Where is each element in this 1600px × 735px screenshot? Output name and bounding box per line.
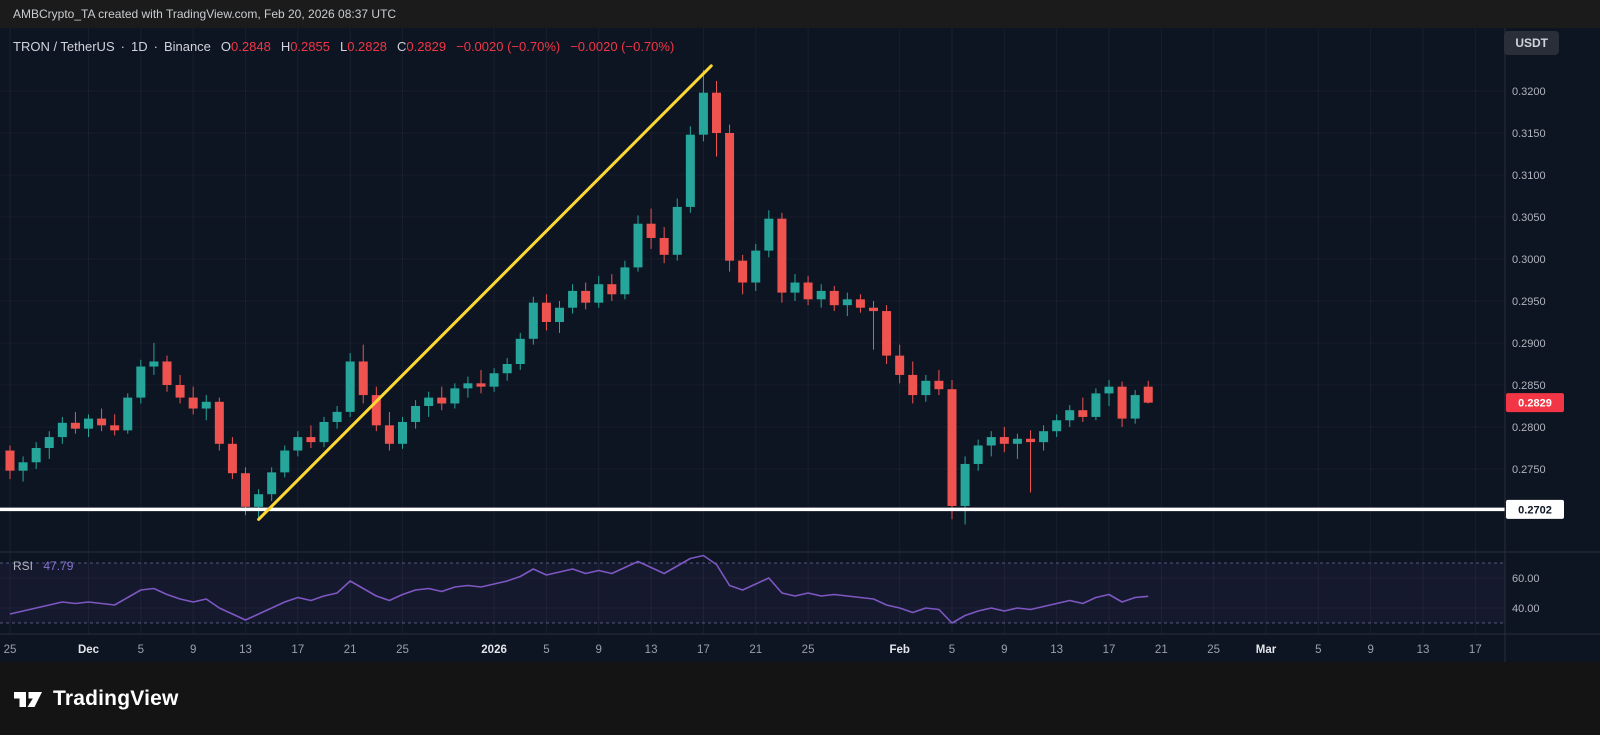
svg-text:21: 21 (749, 644, 762, 656)
chart-area[interactable]: 0.3200 0.3150 0.3100 0.3050 0.3000 0.2950 0.29… (0, 28, 1600, 662)
svg-text:0.2950: 0.2950 (1512, 296, 1546, 308)
svg-text:0.2850: 0.2850 (1512, 380, 1546, 392)
attribution-bar: AMBCrypto_TA created with TradingView.co… (0, 0, 1600, 28)
svg-text:0.3000: 0.3000 (1512, 254, 1546, 266)
svg-text:5: 5 (949, 644, 955, 656)
exchange-label: Binance (163, 39, 211, 54)
svg-text:2026: 2026 (481, 644, 507, 656)
close-readout: C0.2829 (396, 39, 447, 54)
interval-label[interactable]: 1D (130, 39, 148, 54)
svg-text:Dec: Dec (78, 644, 100, 656)
svg-text:25: 25 (1207, 644, 1220, 656)
svg-text:Mar: Mar (1256, 644, 1277, 656)
svg-text:9: 9 (190, 644, 196, 656)
svg-text:0.3200: 0.3200 (1512, 86, 1546, 98)
svg-text:17: 17 (1103, 644, 1116, 656)
svg-text:17: 17 (697, 644, 710, 656)
svg-text:0.2900: 0.2900 (1512, 338, 1546, 350)
rsi-indicator-label[interactable]: RSI (13, 559, 34, 573)
attribution-text: AMBCrypto_TA created with TradingView.co… (13, 7, 397, 21)
chart-grid (0, 28, 1505, 634)
svg-text:17: 17 (291, 644, 304, 656)
symbol-legend[interactable]: TRON / TetherUS · 1D · Binance O0.2848 H… (13, 39, 674, 54)
candlestick-series[interactable] (5, 70, 1153, 525)
rsi-value: 47.79 (43, 559, 74, 573)
svg-text:40.00: 40.00 (1512, 603, 1540, 615)
svg-text:0.2750: 0.2750 (1512, 464, 1546, 476)
svg-text:0.2702: 0.2702 (1518, 504, 1552, 516)
svg-text:21: 21 (1155, 644, 1168, 656)
trendline-drawing[interactable] (257, 64, 713, 521)
svg-text:Feb: Feb (889, 644, 909, 656)
pane-separators (0, 28, 1600, 662)
svg-text:0.2829: 0.2829 (1518, 398, 1552, 410)
tradingview-brand-text[interactable]: TradingView (53, 686, 179, 710)
candlestick-chart[interactable]: 0.3200 0.3150 0.3100 0.3050 0.3000 0.2950 0.29… (0, 28, 1600, 662)
svg-text:13: 13 (1050, 644, 1063, 656)
svg-text:60.00: 60.00 (1512, 573, 1540, 585)
legend-separator: · (153, 39, 158, 54)
svg-text:25: 25 (802, 644, 815, 656)
currency-toggle-button[interactable]: USDT (1504, 31, 1559, 55)
svg-text:21: 21 (344, 644, 357, 656)
price-axis-badges: 0.2829 0.2702 (1506, 393, 1564, 519)
support-price-badge: 0.2702 (1506, 499, 1564, 519)
footer-bar: TradingView (0, 662, 1600, 735)
svg-text:5: 5 (543, 644, 549, 656)
svg-text:0.2800: 0.2800 (1512, 422, 1546, 434)
svg-text:9: 9 (1367, 644, 1373, 656)
rsi-line (9, 554, 1149, 624)
high-readout: H0.2855 (280, 39, 330, 54)
svg-text:5: 5 (138, 644, 144, 656)
svg-text:9: 9 (1001, 644, 1007, 656)
svg-text:17: 17 (1469, 644, 1482, 656)
rsi-legend[interactable]: RSI 47.79 (13, 559, 73, 573)
svg-text:5: 5 (1315, 644, 1321, 656)
svg-text:13: 13 (645, 644, 658, 656)
last-price-badge: 0.2829 (1506, 393, 1564, 413)
time-axis[interactable]: 25 Dec 5 9 13 17 21 25 2026 5 9 13 17 21 25 Feb 5 9 13 17 21… (4, 644, 1482, 656)
legend-separator: · (120, 39, 125, 54)
svg-text:25: 25 (396, 644, 409, 656)
open-readout: O0.2848 (220, 39, 271, 54)
svg-text:13: 13 (239, 644, 252, 656)
svg-text:9: 9 (596, 644, 602, 656)
rsi-band (0, 562, 1505, 624)
change-readout: −0.0020 (−0.70%) (456, 39, 561, 54)
tradingview-logo-icon[interactable] (13, 686, 43, 712)
svg-text:0.3050: 0.3050 (1512, 212, 1546, 224)
svg-text:0.3150: 0.3150 (1512, 128, 1546, 140)
svg-text:25: 25 (4, 644, 17, 656)
svg-text:0.3100: 0.3100 (1512, 170, 1546, 182)
symbol-name[interactable]: TRON / TetherUS (13, 39, 115, 54)
change-percent-readout: −0.0020 (−0.70%) (570, 39, 675, 54)
price-axis[interactable]: 0.3200 0.3150 0.3100 0.3050 0.3000 0.2950 0.29… (1512, 86, 1546, 615)
svg-text:13: 13 (1417, 644, 1430, 656)
low-readout: L0.2828 (339, 39, 387, 54)
